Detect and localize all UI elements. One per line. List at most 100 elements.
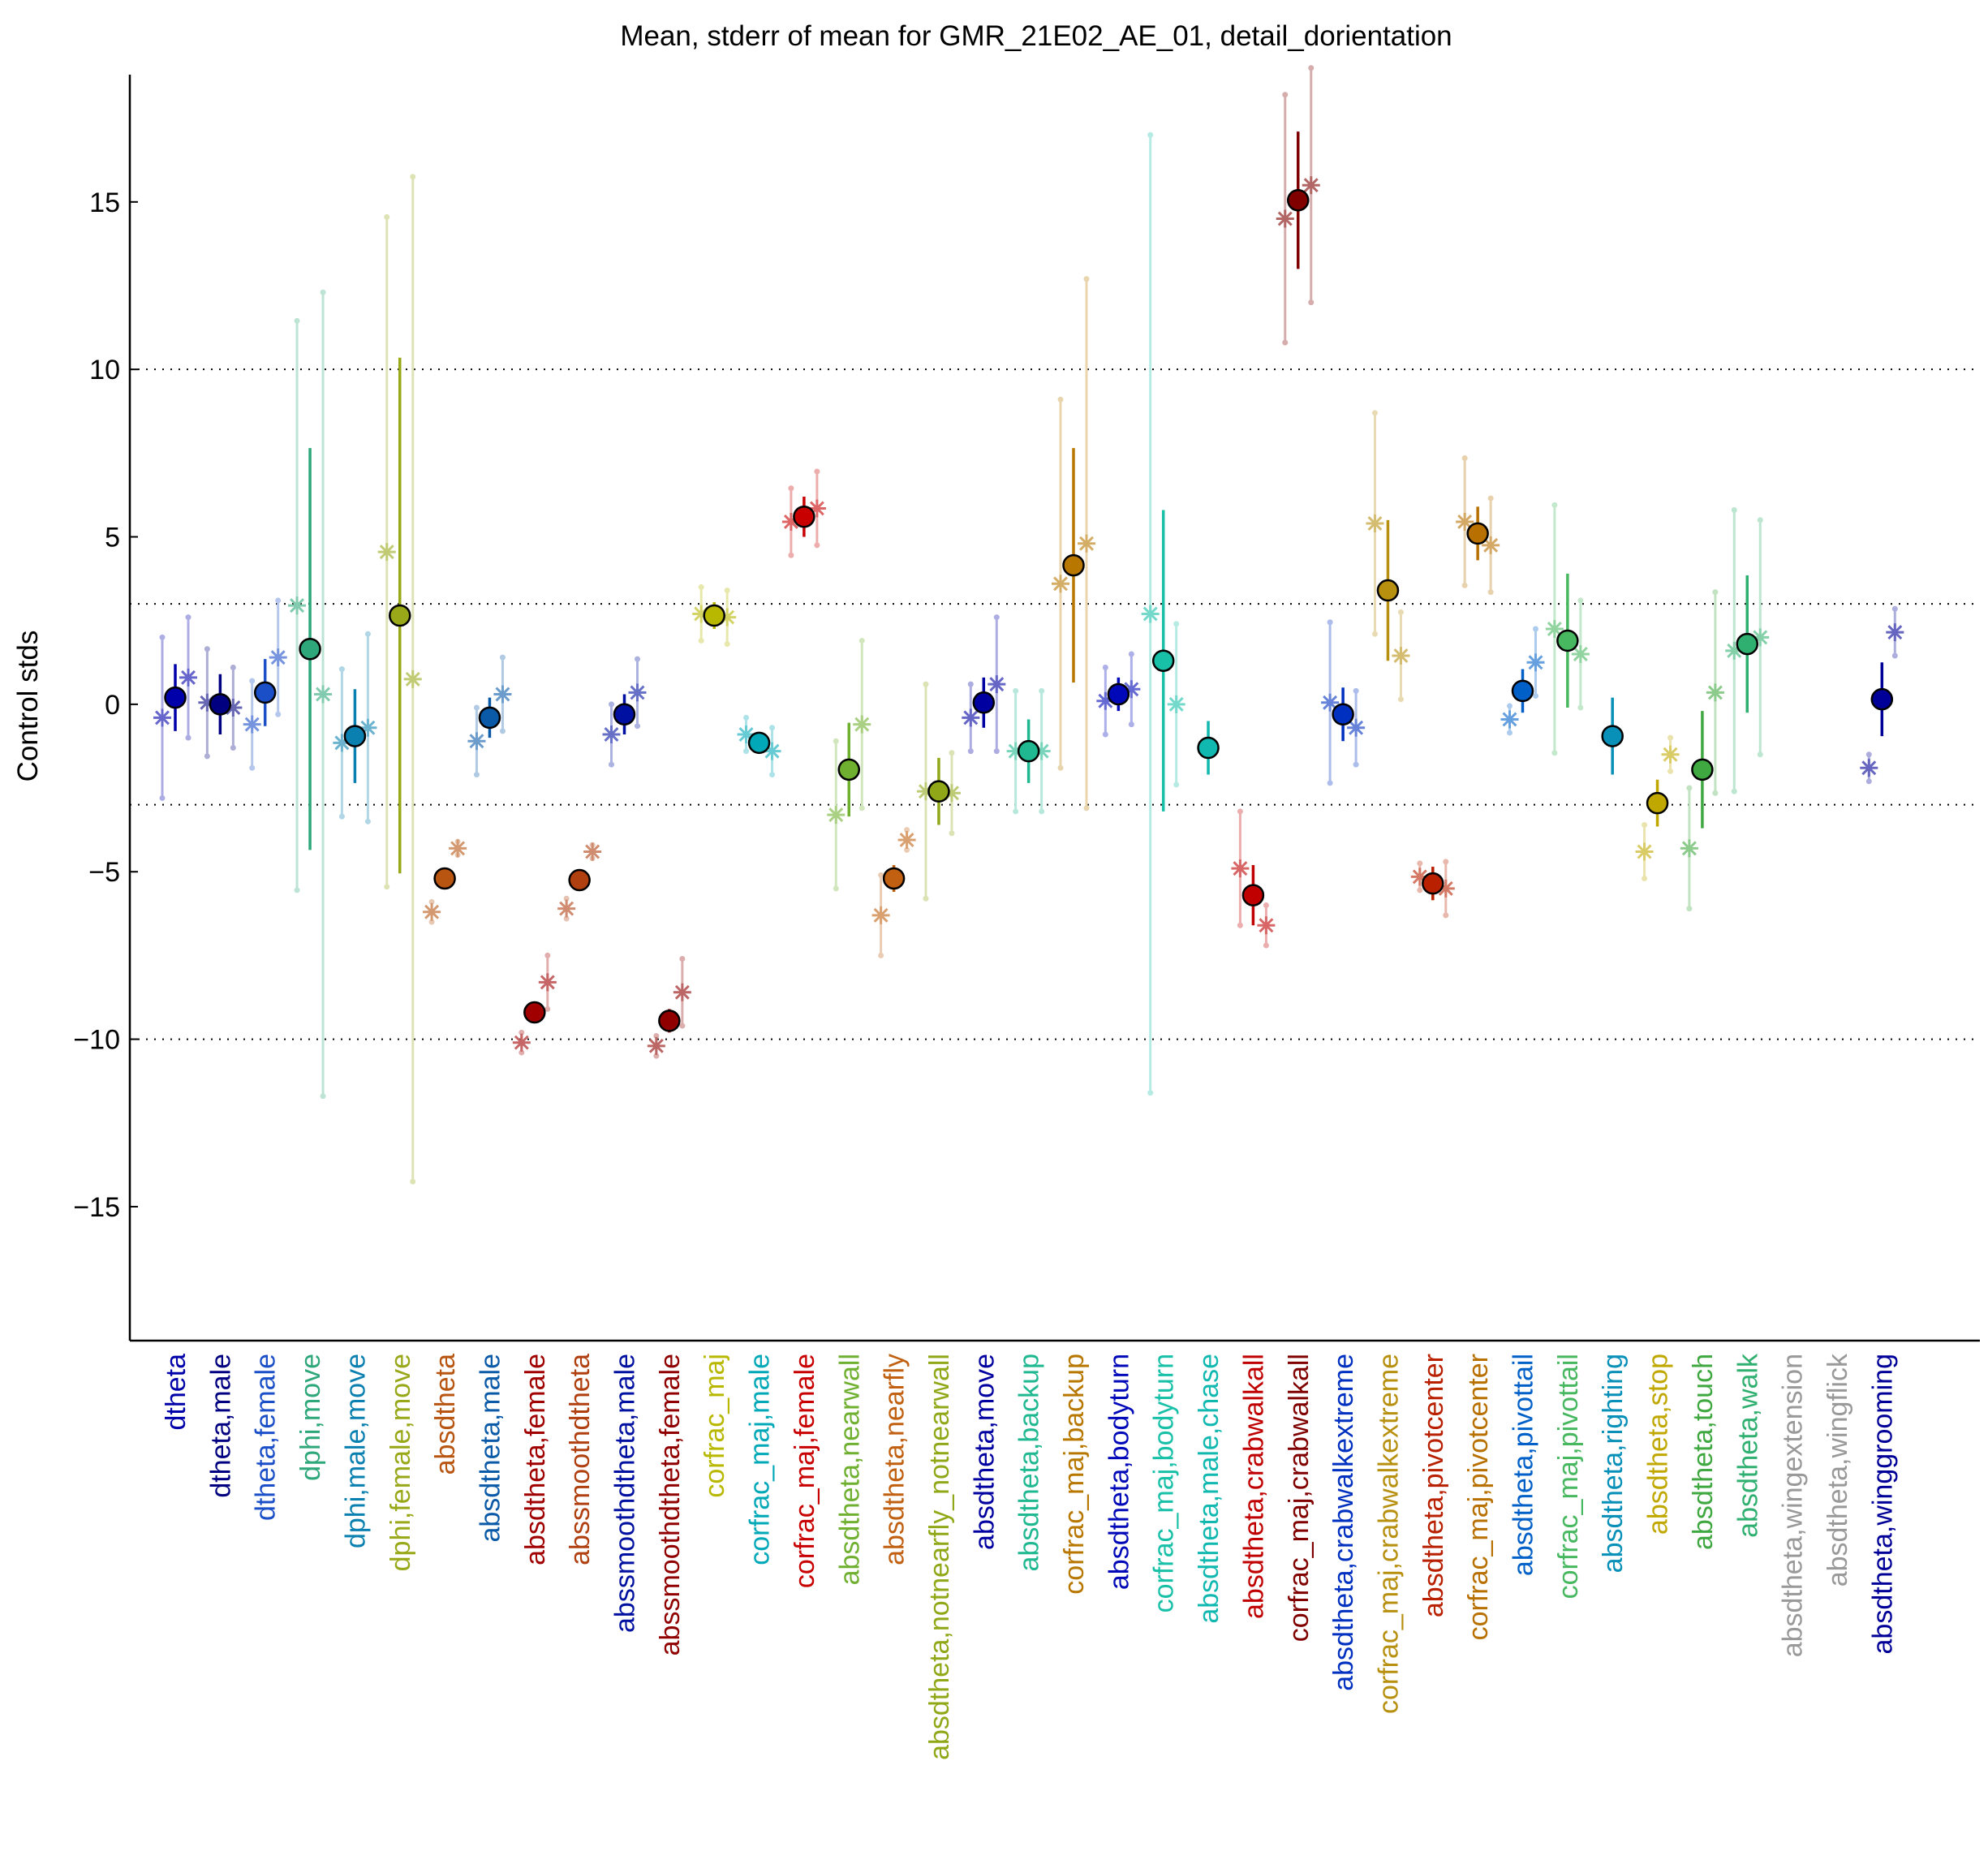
sex-error-bar-end: [1642, 821, 1648, 828]
sex-error-bar-end: [563, 915, 570, 922]
sex-error-bar-end: [609, 701, 614, 708]
sex-error-bar-end: [1237, 808, 1243, 815]
category-label: absdtheta,stop: [1643, 1354, 1674, 1535]
sex-mean-marker: [1456, 512, 1474, 531]
sex-error-bar-end: [698, 583, 704, 590]
sex-mean-marker: [314, 685, 333, 704]
mean-marker: [703, 604, 725, 627]
sex-mean-marker: [1347, 718, 1366, 737]
category-label: abssmoothdtheta,male: [610, 1354, 641, 1633]
sex-error-bar-end: [1173, 781, 1180, 788]
sex-error-bar-end: [275, 711, 282, 717]
mean-marker: [433, 867, 456, 890]
category-label: corfrac_maj,backup: [1059, 1354, 1090, 1595]
sex-mean-marker: [827, 806, 846, 825]
sex-mean-marker: [243, 715, 261, 734]
y-axis-ticks: −15 −10 −5 0 5 10 15: [73, 187, 138, 1223]
sex-error-bar-end: [967, 681, 974, 687]
sex-error-bar-end: [949, 750, 955, 756]
sex-error-bar-end: [923, 895, 929, 902]
sex-error-bar-end: [679, 1023, 686, 1029]
sex-error-bar-end: [1487, 495, 1494, 502]
sex-error-bar-end: [410, 1178, 416, 1185]
sex-mean-marker: [647, 1036, 665, 1055]
category-label: corfrac_maj,crabwalkall: [1284, 1354, 1315, 1642]
sex-error-bar-end: [1443, 859, 1449, 865]
sex-mean-marker: [1006, 742, 1025, 760]
sex-mean-marker: [737, 725, 755, 744]
sex-error-bar-end: [1731, 507, 1737, 514]
category-labels: dtheta dtheta,male dtheta,female dphi,move d…: [161, 1353, 1898, 1760]
sex-error-bar-end: [1533, 693, 1538, 700]
sex-error-bar-end: [563, 895, 570, 902]
mean-marker: [209, 693, 232, 716]
sex-error-bar-end: [1642, 875, 1648, 881]
sex-mean-marker: [493, 685, 512, 704]
sex-error-bar-end: [724, 641, 730, 648]
category-label: absdtheta,male: [475, 1354, 506, 1543]
category-label: absdtheta,wingextension: [1778, 1354, 1809, 1657]
sex-mean-marker: [467, 732, 486, 751]
sex-mean-marker: [359, 718, 377, 737]
sex-error-bar-end: [833, 885, 839, 892]
sex-error-bar-end: [833, 738, 839, 744]
sex-mean-marker: [377, 543, 396, 562]
category-label: absdtheta,nearwall: [834, 1354, 865, 1585]
category-label: absdtheta,crabwalkextreme: [1328, 1354, 1359, 1691]
sex-mean-marker: [1257, 916, 1276, 935]
sex-error-bar-end: [428, 898, 435, 905]
mean-marker: [299, 638, 321, 661]
sex-error-bar-end: [1577, 704, 1584, 711]
category-label: dphi,move: [295, 1354, 326, 1481]
sex-mean-marker: [1661, 745, 1680, 764]
category-label: corfrac_maj,male: [745, 1354, 776, 1565]
mean-marker: [164, 686, 187, 709]
sex-error-bar-end: [1327, 780, 1333, 786]
sex-error-bar-end: [338, 813, 345, 820]
mean-marker: [1241, 884, 1265, 906]
category-label: absdtheta,walk: [1732, 1353, 1763, 1538]
sex-mean-marker: [1500, 710, 1519, 729]
category-label: absdtheta,pivotcenter: [1418, 1354, 1449, 1617]
sex-error-bar-end: [1263, 942, 1269, 949]
sex-mean-marker: [916, 782, 935, 801]
mean-marker: [1556, 629, 1579, 652]
mean-marker: [1287, 189, 1310, 212]
sex-mean-marker: [1052, 575, 1069, 593]
category-label: absdtheta,backup: [1014, 1354, 1045, 1571]
sex-mean-marker: [942, 784, 961, 803]
sex-error-bar-end: [1551, 502, 1558, 508]
sex-error-bar-end: [230, 745, 236, 751]
mean-marker: [568, 868, 591, 892]
sex-error-bar-end: [1102, 731, 1108, 738]
sex-mean-marker: [1321, 693, 1340, 712]
mean-marker: [658, 1010, 681, 1032]
sex-mean-marker: [1725, 641, 1744, 660]
sex-mean-marker: [718, 608, 737, 626]
sex-mean-marker: [1231, 859, 1250, 878]
sex-error-bar-end: [949, 830, 955, 837]
sex-error-bar-end: [159, 794, 166, 801]
mean-marker: [1107, 682, 1130, 706]
sex-mean-marker: [538, 973, 557, 992]
sex-error-bar-end: [1371, 410, 1378, 416]
sex-error-bar-end: [544, 952, 551, 958]
sex-error-bar-end: [743, 714, 750, 721]
sex-mean-marker: [1078, 534, 1095, 553]
sex-error-bar-end: [1507, 730, 1513, 736]
sex-error-bar-end: [1667, 734, 1674, 741]
sex-error-bar-end: [320, 1093, 326, 1100]
sex-error-bar-end: [1013, 808, 1019, 815]
sex-mean-marker: [198, 693, 217, 712]
sex-error-bar-end: [1308, 65, 1315, 71]
sex-error-bar-end: [1083, 276, 1090, 282]
sex-mean-marker: [1706, 683, 1724, 702]
sex-error-bar-end: [878, 952, 884, 958]
sex-error-bar-end: [1417, 887, 1423, 893]
sex-error-bar-end: [653, 1032, 660, 1039]
sex-mean-marker: [1392, 647, 1410, 665]
sex-error-bar-end: [1461, 582, 1468, 588]
sex-error-bar-end: [1865, 751, 1872, 758]
sex-error-bar-end: [384, 884, 390, 890]
